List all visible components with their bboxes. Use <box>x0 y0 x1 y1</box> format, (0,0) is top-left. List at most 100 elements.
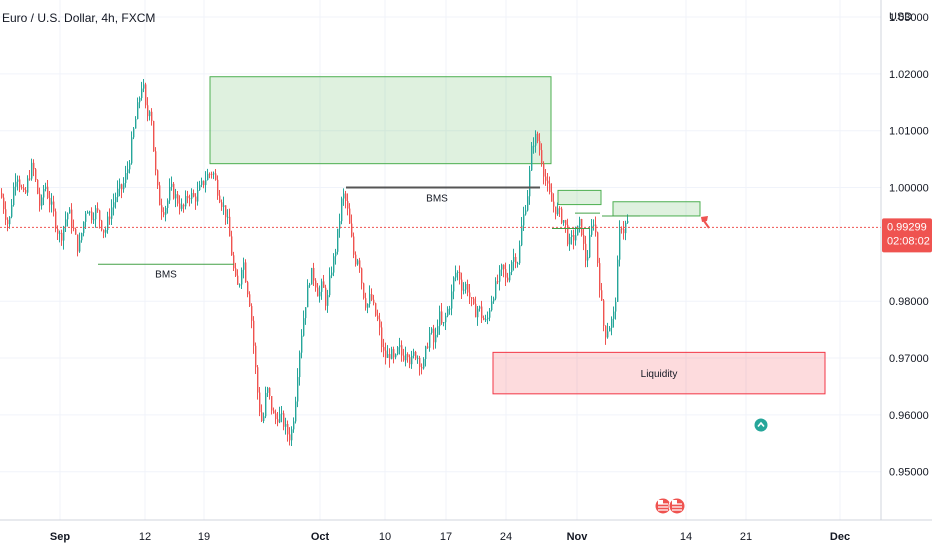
time-axis[interactable]: Sep 12 19 Oct 10 17 24 Nov 14 21 Dec <box>50 531 850 543</box>
candle-body <box>523 214 525 226</box>
candle-body <box>425 346 427 360</box>
candle-body <box>335 251 337 257</box>
zones-layer <box>209 76 826 395</box>
y-tick-label: 1.01000 <box>889 126 929 138</box>
candle-body <box>233 255 235 269</box>
candle-body <box>563 220 565 223</box>
y-tick-label: 0.96000 <box>889 410 929 422</box>
candle-body <box>527 196 529 211</box>
candle-body <box>203 180 205 186</box>
candle-body <box>479 306 481 309</box>
flag-marker-icon[interactable] <box>701 216 710 229</box>
candle-body <box>221 202 223 207</box>
candle-body <box>339 221 341 229</box>
candle-body <box>61 232 63 241</box>
candle-body <box>445 315 447 323</box>
candle-countdown: 02:08:02 <box>887 235 930 247</box>
candle-body <box>279 413 281 423</box>
candle-body <box>461 279 463 291</box>
candle-body <box>227 216 229 218</box>
candle-body <box>53 201 55 212</box>
candle-body <box>247 282 249 295</box>
candle-body <box>131 137 133 164</box>
candle-body <box>95 208 97 220</box>
candle-body <box>169 186 171 201</box>
candle-body <box>93 219 95 221</box>
candle-body <box>79 240 81 252</box>
candle-body <box>463 289 465 291</box>
candle-body <box>565 220 567 225</box>
candle-body <box>325 287 327 306</box>
bms-label: BMS <box>155 269 177 280</box>
candle-body <box>625 222 627 234</box>
candle-body <box>427 346 429 348</box>
candle-body <box>25 189 27 193</box>
candle-body <box>245 262 247 283</box>
candle-body <box>615 301 617 312</box>
candle-body <box>71 209 73 228</box>
y-tick-label: 1.02000 <box>889 69 929 81</box>
candle-body <box>255 345 257 368</box>
candle-body <box>215 173 217 180</box>
candle-body <box>451 291 453 309</box>
candle-body <box>529 170 531 197</box>
candle-body <box>15 181 17 187</box>
candle-body <box>545 176 547 181</box>
candle-body <box>333 256 335 273</box>
candle-body <box>375 303 377 316</box>
current-price-tag: 0.99299 02:08:02 <box>882 218 932 253</box>
event-flags-icon[interactable] <box>654 497 686 515</box>
candle-body <box>531 145 533 171</box>
candle-body <box>237 275 239 285</box>
candle-body <box>271 396 273 411</box>
candle-body <box>285 423 287 427</box>
candle-body <box>5 209 7 220</box>
zone-label: Liquidity <box>641 369 678 380</box>
candle-body <box>117 188 119 198</box>
candle-body <box>263 416 265 422</box>
candle-body <box>525 210 527 215</box>
candle-body <box>103 229 105 233</box>
candle-body <box>13 186 15 206</box>
candle-body <box>619 228 621 260</box>
supply-zone[interactable] <box>557 189 602 206</box>
candle-body <box>239 284 241 286</box>
chart-title: Euro / U.S. Dollar, 4h, FXCM <box>2 11 155 25</box>
candle-body <box>411 355 413 365</box>
candle-body <box>29 178 31 180</box>
price-axis[interactable]: 1.03000 1.02000 1.01000 1.00000 0.98000 0.970… <box>889 12 929 479</box>
candle-body <box>65 219 67 227</box>
candle-body <box>231 236 233 256</box>
candle-body <box>511 261 513 273</box>
liquidity-zone[interactable] <box>492 351 826 395</box>
candle-body <box>101 220 103 230</box>
candle-body <box>205 179 207 186</box>
candle-body <box>379 319 381 328</box>
supply-zone[interactable] <box>612 201 701 217</box>
candle-body <box>37 179 39 194</box>
candle-body <box>457 271 459 273</box>
up-arrow-badge-icon[interactable] <box>754 418 768 432</box>
candle-body <box>353 236 355 255</box>
candle-body <box>489 310 491 318</box>
candle-body <box>381 327 383 348</box>
candle-body <box>201 180 203 185</box>
candle-body <box>415 351 417 359</box>
candle-body <box>75 229 77 235</box>
candle-body <box>109 216 111 219</box>
candle-body <box>257 367 259 393</box>
candle-body <box>73 227 75 230</box>
candle-body <box>213 173 215 175</box>
candle-body <box>493 298 495 302</box>
candle-body <box>179 203 181 209</box>
candle-body <box>517 263 519 265</box>
x-tick-label: 24 <box>500 531 512 543</box>
candle-body <box>407 354 409 358</box>
candle-body <box>45 186 47 190</box>
candle-body <box>475 303 477 318</box>
candle-body <box>373 299 375 304</box>
candle-body <box>543 163 545 177</box>
candle-body <box>473 298 475 304</box>
supply-zone[interactable] <box>209 76 552 165</box>
